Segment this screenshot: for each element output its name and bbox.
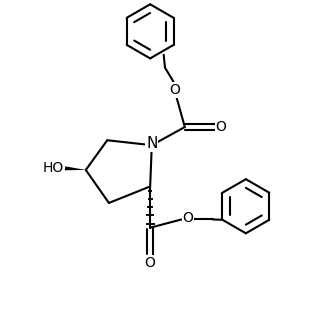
Text: N: N [146, 136, 157, 151]
Polygon shape [65, 166, 86, 170]
Text: HO: HO [42, 161, 63, 175]
Text: O: O [145, 256, 155, 270]
Text: O: O [170, 83, 180, 97]
Text: O: O [183, 211, 193, 225]
Text: O: O [216, 120, 226, 134]
